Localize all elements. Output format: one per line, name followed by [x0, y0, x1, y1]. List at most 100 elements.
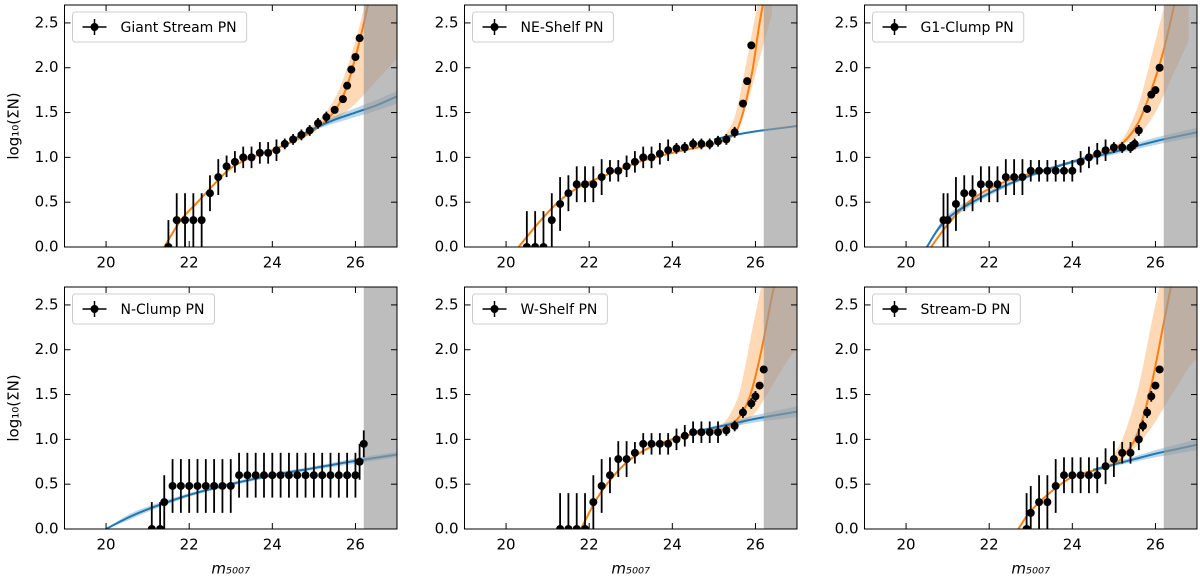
legend-box	[72, 11, 248, 43]
data-point	[1101, 146, 1110, 155]
data-point	[743, 77, 752, 86]
data-point	[1084, 153, 1093, 162]
data-point	[968, 189, 977, 198]
fit-curve	[926, 131, 1197, 247]
legend-label: W-Shelf PN	[521, 302, 598, 318]
data-point	[647, 153, 656, 162]
x-tick-label: 20	[897, 254, 916, 272]
y-tick-label: 1.5	[35, 103, 59, 121]
data-point	[197, 216, 206, 225]
panel: 20 22 24 26 0.0 0.5 1.0 1.5 2.0 2.5 m₅₀₀₇ W-Shelf P…	[435, 286, 798, 578]
data-point	[1051, 166, 1060, 175]
y-tick-label: 1.0	[35, 148, 59, 166]
axes-frame	[864, 4, 1198, 248]
data-point	[347, 65, 356, 74]
y-tick-label: 2.5	[35, 13, 59, 31]
data-point	[168, 481, 177, 490]
y-tick-label: 1.5	[835, 103, 859, 121]
data-point	[664, 439, 673, 448]
data-point	[664, 146, 673, 155]
data-point	[556, 199, 565, 208]
x-tick-label: 22	[180, 254, 199, 272]
legend-marker	[490, 305, 499, 313]
data-point	[147, 525, 156, 529]
data-point	[730, 421, 739, 430]
x-tick-label: 20	[497, 536, 516, 554]
data-point	[1143, 408, 1152, 417]
x-tick-label: 24	[663, 254, 682, 272]
data-point	[564, 525, 573, 529]
data-point	[1026, 508, 1035, 517]
data-point	[1022, 525, 1031, 529]
data-point	[1010, 173, 1019, 182]
data-point	[309, 471, 318, 480]
y-tick-label: 0.0	[35, 520, 59, 538]
data-point	[1026, 166, 1035, 175]
data-point	[1126, 448, 1135, 457]
data-point	[1035, 166, 1044, 175]
data-point	[322, 113, 331, 122]
data-point	[738, 408, 747, 417]
x-tick-label: 26	[746, 254, 765, 272]
y-tick-label: 0.5	[835, 193, 859, 211]
data-point	[355, 457, 364, 466]
data-point	[326, 471, 335, 480]
excluded-region	[363, 287, 397, 529]
data-point	[622, 162, 631, 171]
data-point	[697, 428, 706, 437]
plot-area	[105, 287, 397, 529]
data-point	[581, 180, 590, 189]
data-point	[556, 525, 565, 529]
y-tick-label: 2.0	[35, 58, 59, 76]
data-point	[1109, 455, 1118, 464]
data-point	[1035, 498, 1044, 507]
data-point	[1084, 471, 1093, 480]
data-point	[1134, 126, 1143, 135]
data-point	[689, 428, 698, 437]
data-point	[314, 119, 323, 128]
y-tick-label: 1.0	[35, 430, 59, 448]
y-axis-label: log₁₀(ΣN)	[5, 92, 23, 159]
data-point	[343, 471, 352, 480]
y-tick-label: 0.5	[35, 193, 59, 211]
x-tick-label: 24	[1063, 254, 1082, 272]
plot-area	[517, 5, 797, 247]
axes-frame	[464, 286, 798, 530]
data-point	[334, 471, 343, 480]
data-point	[351, 471, 360, 480]
legend-label: Giant Stream PN	[121, 20, 237, 36]
excluded-region	[363, 5, 397, 247]
data-point	[351, 52, 360, 61]
x-tick-label: 22	[980, 536, 999, 554]
data-point	[222, 162, 231, 171]
x-tick-label: 20	[497, 254, 516, 272]
y-tick-label: 0.5	[35, 475, 59, 493]
excluded-region	[1163, 287, 1197, 529]
y-tick-label: 1.5	[835, 385, 859, 403]
y-tick-label: 0.0	[835, 520, 859, 538]
data-point	[255, 148, 264, 157]
x-axis-label: m₅₀₀₇	[611, 560, 650, 578]
data-point	[655, 149, 664, 158]
legend-marker	[890, 305, 899, 313]
data-point	[1018, 173, 1027, 182]
legend-label: G1-Clump PN	[921, 20, 1014, 36]
data-point	[589, 180, 598, 189]
x-tick-label: 24	[263, 536, 282, 554]
legend-box	[472, 11, 614, 43]
y-tick-label: 0.0	[435, 238, 459, 256]
data-point	[993, 180, 1002, 189]
data-point	[276, 471, 285, 480]
data-point	[318, 471, 327, 480]
data-point	[722, 426, 731, 435]
data-point	[160, 498, 169, 507]
data-point	[747, 41, 756, 50]
data-point	[672, 435, 681, 444]
legend-marker	[490, 23, 499, 31]
legend-box	[472, 293, 608, 325]
y-axis-label: log₁₀(ΣN)	[5, 374, 23, 441]
data-point	[1147, 392, 1156, 401]
data-point	[730, 128, 739, 137]
data-point	[1155, 63, 1164, 72]
x-axis-label: m₅₀₀₇	[1011, 560, 1050, 578]
